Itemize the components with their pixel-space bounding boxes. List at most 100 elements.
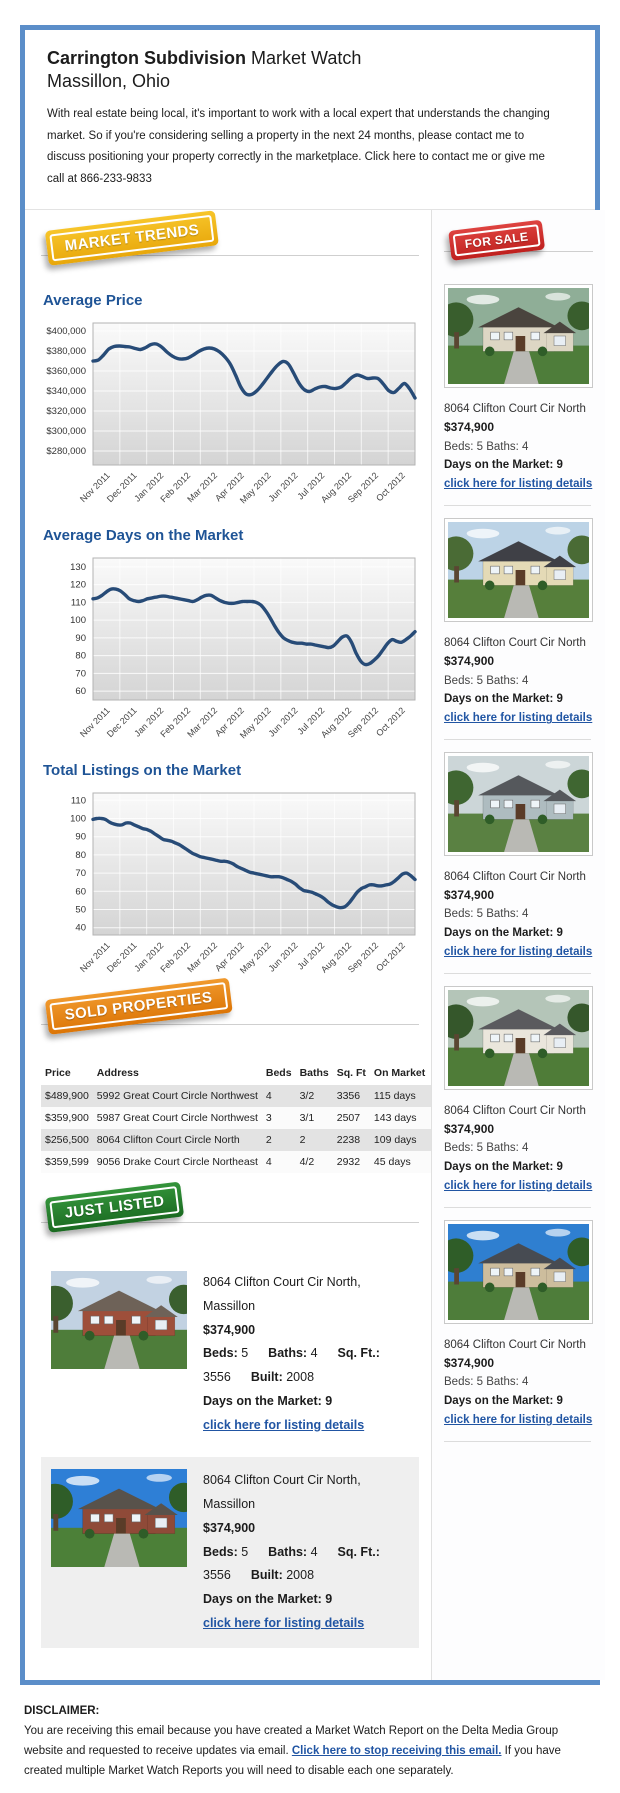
- intro-text: With real estate being local, it's impor…: [47, 107, 550, 186]
- sold-properties-badge: SOLD PROPERTIES: [44, 977, 233, 1035]
- listing-spec: Sq. Ft.: 3556: [203, 1346, 380, 1384]
- svg-text:70: 70: [75, 868, 86, 879]
- house-photo: [448, 521, 589, 618]
- just-listed-item: 8064 Clifton Court Cir North, Massillon …: [41, 1259, 419, 1449]
- table-cell: 3/1: [299, 1112, 315, 1125]
- email-frame: Carrington Subdivision Market Watch Mass…: [20, 25, 605, 1685]
- svg-text:60: 60: [75, 886, 86, 897]
- table-cell: 45 days: [373, 1156, 411, 1169]
- spec-value: 4: [310, 1346, 318, 1361]
- disclaimer-body: You are receiving this email because you…: [24, 1721, 596, 1781]
- table-header-cell: On Market: [373, 1067, 426, 1080]
- table-cell: 2: [265, 1134, 272, 1147]
- svg-text:90: 90: [75, 633, 86, 644]
- table-cell: 3356: [336, 1090, 361, 1103]
- listing-details-link[interactable]: click here for listing details: [444, 712, 593, 725]
- page-title: Carrington Subdivision Market Watch: [47, 46, 573, 70]
- average-price-title: Average Price: [43, 292, 143, 310]
- house-photo: [448, 1223, 589, 1320]
- listing-details-link[interactable]: click here for listing details: [203, 1615, 365, 1630]
- for-sale-list: 8064 Clifton Court Cir North $374,900 Be…: [444, 284, 593, 1442]
- listing-price: $374,900: [444, 1122, 495, 1137]
- page-subtitle: Massillon, Ohio: [47, 71, 171, 92]
- svg-text:Oct 2012: Oct 2012: [374, 470, 407, 503]
- just-listed-list: 8064 Clifton Court Cir North, Massillon …: [41, 1259, 419, 1648]
- spec-value: 5: [241, 1346, 249, 1361]
- listing-address: 8064 Clifton Court Cir North: [444, 1104, 586, 1117]
- table-row: $256,500 8064 Clifton Court Circle North 2…: [41, 1129, 489, 1152]
- listing-details-link[interactable]: click here for listing details: [444, 478, 593, 491]
- svg-text:120: 120: [70, 580, 86, 591]
- listing-price: $374,900: [203, 1322, 256, 1337]
- listing-price: $374,900: [444, 1356, 495, 1371]
- table-cell: 2932: [336, 1156, 361, 1169]
- spec-label: Built:: [250, 1370, 283, 1385]
- listing-photo[interactable]: [51, 1271, 187, 1370]
- listing-photo[interactable]: [444, 751, 593, 856]
- svg-text:$400,000: $400,000: [46, 326, 86, 337]
- svg-text:90: 90: [75, 832, 86, 843]
- listing-photo[interactable]: [444, 1219, 593, 1324]
- listing-specs: Beds: 5 Baths: 4 Sq. Ft.: 3556 Built: 2008: [203, 1541, 409, 1589]
- listing-price: $374,900: [444, 420, 495, 435]
- svg-text:110: 110: [71, 795, 86, 806]
- table-cell: 4/2: [299, 1156, 315, 1169]
- svg-text:100: 100: [70, 814, 86, 825]
- listing-beds-baths: Beds: 5 Baths: 4: [444, 440, 529, 453]
- listing-photo[interactable]: [51, 1469, 187, 1568]
- total-listings-section: Total Listings on the Market 40 50 60 70 80 9…: [41, 762, 419, 983]
- svg-text:$320,000: $320,000: [46, 406, 86, 417]
- listing-days-on-market: Days on the Market: 9: [444, 1160, 563, 1173]
- listing-info: 8064 Clifton Court Cir North, Massillon …: [203, 1271, 409, 1437]
- svg-text:Jun 2012: Jun 2012: [266, 470, 299, 503]
- svg-text:60: 60: [75, 686, 86, 697]
- spec-label: Baths:: [268, 1346, 308, 1361]
- average-days-section: Average Days on the Market 60 70 80 90 100 11…: [41, 527, 419, 748]
- for-sale-badge: FOR SALE: [448, 219, 546, 261]
- svg-text:80: 80: [75, 850, 86, 861]
- table-header-cell: Price: [45, 1067, 71, 1080]
- average-price-chart: $280,000 $300,000 $320,000 $340,000 $360,000…: [46, 322, 417, 505]
- spec-value: 2008: [286, 1568, 315, 1583]
- table-header-cell: Beds: [265, 1067, 292, 1080]
- listing-photo[interactable]: [444, 284, 593, 389]
- just-listed-badge: JUST LISTED: [44, 1181, 185, 1233]
- listing-photo[interactable]: [444, 985, 593, 1090]
- table-cell: 2507: [336, 1112, 361, 1125]
- table-header-cell: Address: [96, 1067, 139, 1080]
- just-listed-item: 8064 Clifton Court Cir North, Massillon …: [41, 1457, 419, 1648]
- disclaimer-section: DISCLAIMER: You are receiving this email…: [0, 1685, 620, 1793]
- listing-days-on-market: Days on the Market: 9: [203, 1393, 333, 1408]
- market-trends-badge: MARKET TRENDS: [44, 210, 220, 266]
- total-listings-title: Total Listings on the Market: [43, 762, 242, 780]
- listing-beds-baths: Beds: 5 Baths: 4: [444, 1376, 529, 1389]
- listing-days-on-market: Days on the Market: 9: [444, 692, 563, 705]
- spec-label: Baths:: [268, 1544, 308, 1559]
- table-cell: 2238: [336, 1134, 361, 1147]
- listing-details-link[interactable]: click here for listing details: [203, 1417, 365, 1432]
- svg-text:Oct 2012: Oct 2012: [374, 705, 407, 738]
- table-row: $359,900 5987 Great Court Circle Northwes…: [41, 1107, 489, 1130]
- average-days-title: Average Days on the Market: [43, 527, 244, 545]
- svg-text:$340,000: $340,000: [46, 386, 86, 397]
- for-sale-listing: 8064 Clifton Court Cir North $374,900 Be…: [444, 517, 593, 740]
- listing-details-link[interactable]: click here for listing details: [444, 1414, 593, 1427]
- table-cell: 9056 Drake Court Circle Northeast: [96, 1156, 258, 1169]
- listing-divider: [444, 1440, 591, 1442]
- unsubscribe-link[interactable]: Click here to stop receiving this email.: [291, 1744, 502, 1757]
- listing-price: $374,900: [444, 654, 495, 669]
- table-cell: 3/2: [299, 1090, 315, 1103]
- listing-days-on-market: Days on the Market: 9: [444, 459, 563, 472]
- listing-spec: Sq. Ft.: 3556: [203, 1545, 380, 1583]
- listing-divider: [444, 738, 591, 740]
- listing-details-link[interactable]: click here for listing details: [444, 1180, 593, 1193]
- listing-photo[interactable]: [444, 517, 593, 622]
- table-header-cell: Sq. Ft: [336, 1067, 366, 1080]
- sold-properties-header: SOLD PROPERTIES: [41, 977, 419, 1051]
- svg-text:$300,000: $300,000: [46, 426, 86, 437]
- house-photo: [51, 1469, 187, 1568]
- listing-details-link[interactable]: click here for listing details: [444, 946, 593, 959]
- table-cell: $359,900: [45, 1112, 89, 1125]
